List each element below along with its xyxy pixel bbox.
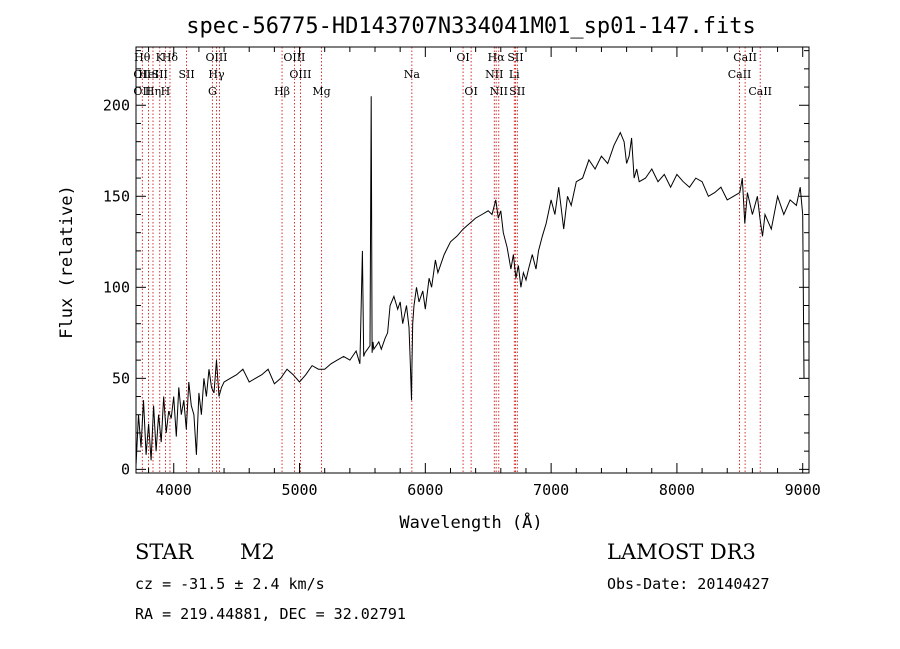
spectrum-series-line [135, 96, 805, 466]
x-tick-label: 4000 [156, 481, 192, 499]
line-marker-label: NII [490, 85, 508, 98]
x-tick-label: 9000 [785, 481, 821, 499]
x-tick-label: 5000 [281, 481, 317, 499]
line-marker-label: OIII [289, 68, 311, 81]
line-marker-label: SII [178, 68, 194, 81]
chart-title: spec-56775-HD143707N334041M01_sp01-147.f… [186, 14, 756, 39]
emission-line-labels: HθOIIOIIHeIHηKSIIHHδSIIGOIIIHγHβOIIIOIII… [133, 51, 772, 98]
line-marker-label: OI [456, 51, 469, 64]
x-tick-label: 7000 [533, 481, 569, 499]
line-marker-label: Hη [145, 85, 161, 98]
line-marker-label: CaII [728, 68, 752, 81]
line-marker-label: K [156, 51, 165, 64]
line-marker-label: NII [485, 68, 503, 81]
plot-frame [135, 46, 810, 474]
emission-line-markers [141, 47, 761, 473]
line-marker-label: Hβ [274, 85, 290, 98]
y-tick-label: 0 [121, 460, 130, 478]
line-marker-label: Hα [488, 51, 506, 64]
line-marker-label: SII [152, 68, 168, 81]
line-marker-label: Hγ [208, 68, 225, 81]
survey-name: LAMOST DR3 [607, 540, 756, 564]
line-marker-label: Hδ [162, 51, 179, 64]
line-marker-label: OII [133, 68, 151, 81]
line-marker-label: G [208, 85, 217, 98]
line-marker-label: CaII [748, 85, 772, 98]
line-marker-label: Li [509, 68, 520, 81]
y-tick-label: 100 [103, 278, 130, 296]
line-marker-label: OII [133, 85, 151, 98]
line-marker-label: OIII [205, 51, 227, 64]
line-marker-label: Mg [312, 85, 330, 98]
object-class: STAR [135, 540, 194, 564]
line-marker-label: OI [464, 85, 477, 98]
line-marker-label: Hθ [134, 51, 151, 64]
y-axis: 0 50 100 150 200 [103, 50, 809, 478]
x-tick-label: 8000 [659, 481, 695, 499]
line-marker-label: SII [509, 85, 525, 98]
line-marker-label: OIII [283, 51, 305, 64]
object-subclass: M2 [240, 540, 275, 564]
y-tick-label: 50 [112, 369, 130, 387]
line-marker-label: SII [507, 51, 523, 64]
x-tick-label: 6000 [407, 481, 443, 499]
spectrum-trace [135, 96, 805, 466]
line-marker-label: CaII [733, 51, 757, 64]
x-axis: 4000 5000 6000 7000 8000 9000 [148, 47, 821, 499]
line-marker-label: Na [404, 68, 421, 81]
line-marker-label: HeI [138, 68, 158, 81]
observation-date: Obs-Date: 20140427 [607, 575, 770, 593]
y-tick-label: 150 [103, 187, 130, 205]
y-tick-label: 200 [103, 96, 130, 114]
ra-dec-coordinates: RA = 219.44881, DEC = 32.02791 [135, 605, 406, 623]
redshift-cz: cz = -31.5 ± 2.4 km/s [135, 575, 325, 593]
line-marker-label: H [161, 85, 171, 98]
y-axis-label: Flux (relative) [57, 185, 77, 339]
x-axis-label: Wavelength (Å) [399, 511, 542, 533]
